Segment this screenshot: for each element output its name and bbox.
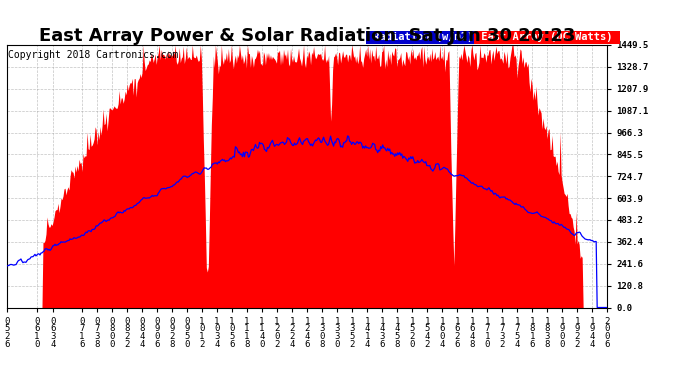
Text: Copyright 2018 Cartronics.com: Copyright 2018 Cartronics.com bbox=[8, 50, 179, 60]
Text: East Array (DC Watts): East Array (DC Watts) bbox=[475, 32, 619, 42]
Title: East Array Power & Solar Radiation  Sat Jun 30 20:23: East Array Power & Solar Radiation Sat J… bbox=[39, 27, 575, 45]
Text: Radiation (w/m2): Radiation (w/m2) bbox=[367, 32, 480, 42]
